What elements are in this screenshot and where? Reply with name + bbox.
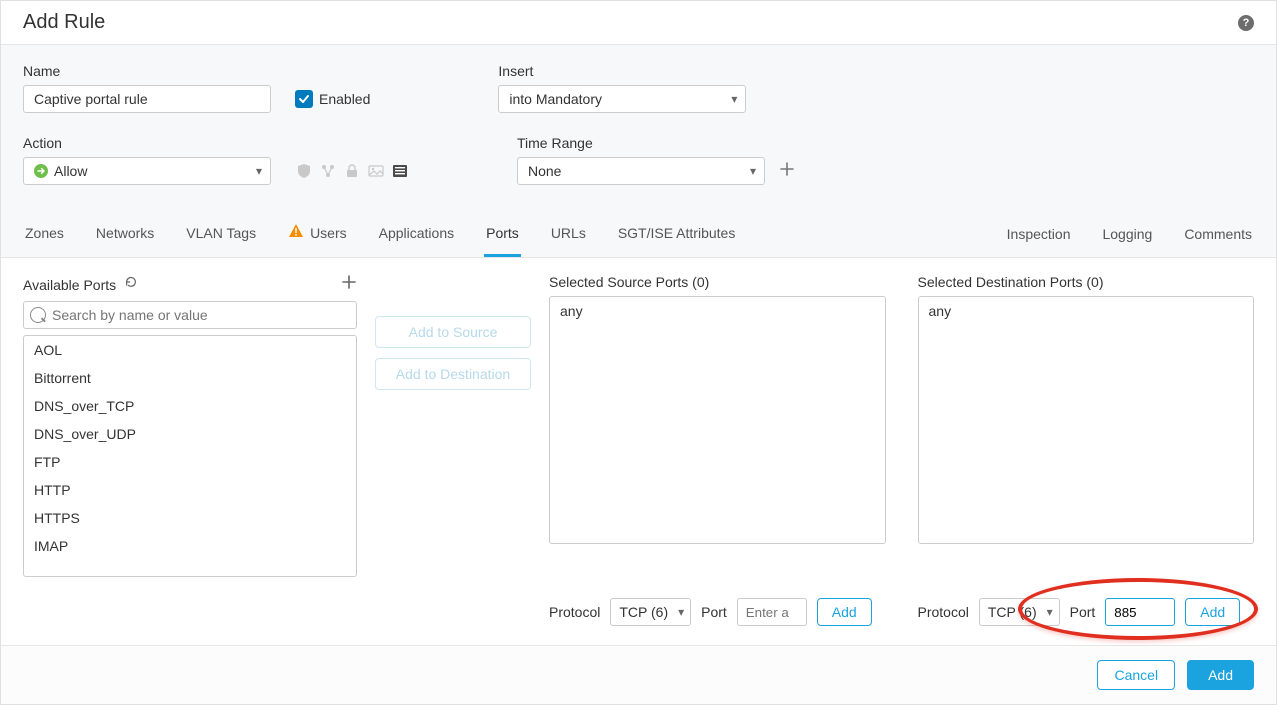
ports-search-input[interactable]	[23, 301, 357, 329]
dialog-header: Add Rule ?	[1, 1, 1276, 45]
selected-source-title: Selected Source Ports (0)	[549, 274, 709, 290]
src-port-input[interactable]	[737, 598, 807, 626]
selected-dest-title: Selected Destination Ports (0)	[918, 274, 1104, 290]
action-select[interactable]: Allow	[23, 157, 271, 185]
port-item[interactable]: AOL	[24, 336, 356, 364]
allow-icon	[34, 164, 48, 178]
add-button[interactable]: Add	[1187, 660, 1254, 690]
src-add-button[interactable]: Add	[817, 598, 872, 626]
lock-icon	[343, 162, 361, 180]
dst-port-label: Port	[1070, 604, 1096, 620]
port-item[interactable]: DNS_over_UDP	[24, 420, 356, 448]
add-to-destination-button[interactable]: Add to Destination	[375, 358, 531, 390]
dst-port-input[interactable]	[1105, 598, 1175, 626]
cancel-button[interactable]: Cancel	[1097, 660, 1175, 690]
tabs-right: Inspection Logging Comments	[1005, 216, 1254, 257]
insert-label: Insert	[498, 63, 746, 79]
dst-add-button[interactable]: Add	[1185, 598, 1240, 626]
action-label: Action	[23, 135, 271, 151]
tabs-left: Zones Networks VLAN Tags Users Applications P…	[23, 213, 737, 257]
available-ports-list[interactable]: AOLBittorrentDNS_over_TCPDNS_over_UDPFTP…	[23, 335, 357, 577]
name-label: Name	[23, 63, 271, 79]
add-to-source-button[interactable]: Add to Source	[375, 316, 531, 348]
timerange-label: Time Range	[517, 135, 801, 151]
tab-comments[interactable]: Comments	[1182, 216, 1254, 257]
tab-applications[interactable]: Applications	[377, 213, 457, 257]
tab-users[interactable]: Users	[286, 213, 349, 257]
source-any-label: any	[560, 303, 875, 319]
insert-select[interactable]: into Mandatory	[498, 85, 746, 113]
tab-ports[interactable]: Ports	[484, 213, 521, 257]
shield-icon	[295, 162, 313, 180]
dst-protocol-label: Protocol	[918, 604, 969, 620]
tab-logging[interactable]: Logging	[1100, 216, 1154, 257]
tab-networks[interactable]: Networks	[94, 213, 156, 257]
tab-sgt-ise-attributes[interactable]: SGT/ISE Attributes	[616, 213, 738, 257]
port-item[interactable]: HTTPS	[24, 504, 356, 532]
image-icon	[367, 162, 385, 180]
port-item[interactable]: HTTP	[24, 476, 356, 504]
nodes-icon	[319, 162, 337, 180]
timerange-select[interactable]: None	[517, 157, 765, 185]
help-icon[interactable]: ?	[1238, 15, 1254, 31]
port-item[interactable]: Bittorrent	[24, 364, 356, 392]
enabled-checkbox[interactable]	[295, 90, 313, 108]
port-item[interactable]: DNS_over_TCP	[24, 392, 356, 420]
src-protocol-select[interactable]: TCP (6)	[610, 598, 691, 626]
tab-vlan-tags[interactable]: VLAN Tags	[184, 213, 258, 257]
name-input[interactable]	[23, 85, 271, 113]
src-port-label: Port	[701, 604, 727, 620]
timerange-value: None	[528, 163, 561, 179]
refresh-icon[interactable]	[124, 275, 138, 294]
insert-value: into Mandatory	[509, 91, 602, 107]
port-item[interactable]: FTP	[24, 448, 356, 476]
port-item[interactable]: IMAP	[24, 532, 356, 560]
dialog-footer: Cancel Add	[1, 645, 1276, 704]
tab-inspection[interactable]: Inspection	[1005, 216, 1073, 257]
src-protocol-label: Protocol	[549, 604, 600, 620]
action-value: Allow	[54, 163, 87, 179]
add-port-icon[interactable]	[341, 274, 357, 295]
available-ports-title: Available Ports	[23, 277, 116, 293]
dst-protocol-select[interactable]: TCP (6)	[979, 598, 1060, 626]
warning-icon	[288, 223, 304, 242]
dest-any-label: any	[929, 303, 1244, 319]
enabled-label: Enabled	[319, 91, 370, 107]
timerange-add-icon[interactable]	[773, 161, 801, 181]
list-icon	[391, 162, 409, 180]
tab-urls[interactable]: URLs	[549, 213, 588, 257]
dialog-title: Add Rule	[23, 11, 105, 34]
selected-source-box: any	[549, 296, 886, 544]
selected-dest-box: any	[918, 296, 1255, 544]
tab-zones[interactable]: Zones	[23, 213, 66, 257]
